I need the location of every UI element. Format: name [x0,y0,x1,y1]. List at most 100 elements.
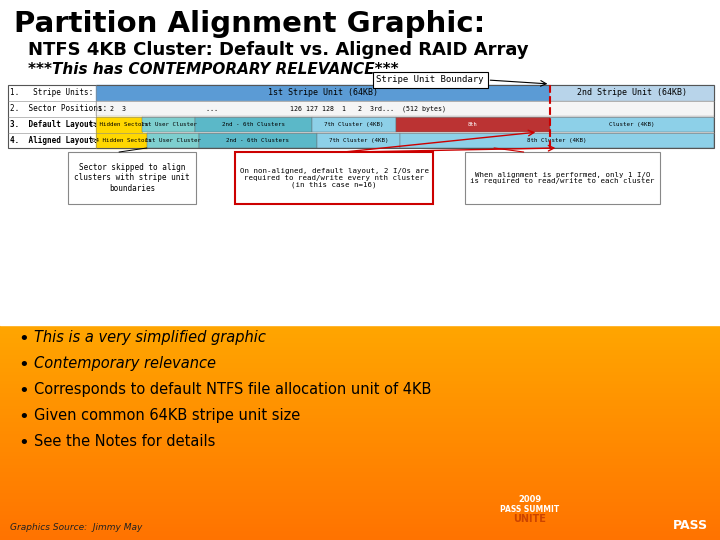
Text: Cluster (4KB): Cluster (4KB) [609,122,655,127]
Text: NTFS 4KB Cluster: Default vs. Aligned RAID Array: NTFS 4KB Cluster: Default vs. Aligned RA… [28,41,528,59]
Text: Contemporary relevance: Contemporary relevance [34,356,216,371]
Bar [0,515,720,517]
Bar [0,352,720,354]
Bar [96,85,550,100]
Bar [0,355,720,357]
Bar [0,536,720,538]
Text: 2nd - 6th Clusters: 2nd - 6th Clusters [222,122,285,127]
Bar [0,455,720,457]
Bar [0,364,720,366]
Bar [0,481,720,483]
Bar [96,101,714,116]
Bar [0,498,720,501]
Text: •: • [18,408,29,426]
Bar [0,466,720,468]
Bar [0,337,720,339]
Bar [0,464,720,467]
Bar [0,394,720,397]
Bar [199,133,317,148]
Bar [0,468,720,470]
Bar [0,520,720,522]
Bar [0,437,720,440]
Text: 64 Hidden Sectors: 64 Hidden Sectors [91,138,151,143]
Text: 1st User Cluster: 1st User Cluster [140,122,197,127]
Bar [0,516,720,518]
Bar [235,152,433,204]
Text: PASS SUMMIT: PASS SUMMIT [500,505,559,515]
Bar [147,133,199,148]
Bar [0,375,720,377]
Bar [0,495,720,497]
Text: 1.   Stripe Units:: 1. Stripe Units: [10,88,94,97]
Bar [0,488,720,490]
Text: 4.  Aligned Layout:: 4. Aligned Layout: [10,136,98,145]
Text: UNITE: UNITE [513,514,546,524]
Bar [0,529,720,531]
Text: This is a very simplified graphic: This is a very simplified graphic [34,330,266,345]
Bar [0,428,720,431]
Text: 8th Cluster (4KB): 8th Cluster (4KB) [527,138,587,143]
Text: 1st User Cluster: 1st User Cluster [145,138,201,143]
Bar [0,393,720,395]
Bar [0,502,720,504]
Bar [0,346,720,348]
Text: Given common 64KB stripe unit size: Given common 64KB stripe unit size [34,408,300,423]
Bar [0,512,720,515]
Bar [0,530,720,533]
Text: 2.  Sector Positions:: 2. Sector Positions: [10,104,107,113]
Bar [0,478,720,481]
Bar [0,383,720,386]
Text: PASS: PASS [673,519,708,532]
Text: Partition Alignment Graphic:: Partition Alignment Graphic: [14,10,485,38]
Bar [0,504,720,506]
Bar [0,444,720,447]
Bar [0,359,720,361]
Bar [0,403,720,406]
Bar [143,117,195,132]
Bar [0,391,720,393]
Text: •: • [18,382,29,400]
Bar [0,413,720,415]
Bar [0,454,720,456]
Bar [0,507,720,510]
Bar [0,342,720,345]
Bar [0,326,720,328]
Bar [0,369,720,372]
Bar [0,441,720,443]
Bar [0,362,720,365]
Text: 7th Cluster (4KB): 7th Cluster (4KB) [328,138,388,143]
Bar [0,339,720,341]
Bar [550,117,714,132]
Bar [0,477,720,479]
Bar [0,534,720,536]
Bar [0,348,720,350]
Bar [312,117,396,132]
Bar [0,439,720,442]
Bar [0,341,720,343]
Bar [0,425,720,427]
Bar [0,538,720,540]
Bar [0,450,720,452]
Bar [0,396,720,399]
Text: 2nd Stripe Unit (64KB): 2nd Stripe Unit (64KB) [577,88,687,97]
Text: •: • [18,330,29,348]
Bar [0,420,720,422]
Text: 1  2  3                    ...                  126 127 128  1   2  3rd...  (512: 1 2 3 ... 126 127 128 1 2 3rd... (512 [98,105,446,112]
Bar [0,335,720,338]
Text: 1st Stripe Unit (64KB): 1st Stripe Unit (64KB) [268,88,378,97]
Bar [0,378,720,381]
Bar [0,434,720,436]
Bar [550,85,714,100]
Bar [0,416,720,418]
Bar [0,328,720,330]
Bar [0,423,720,426]
Bar [0,486,720,488]
Bar [0,366,720,368]
Text: Sector skipped to align
clusters with stripe unit
boundaries: Sector skipped to align clusters with st… [74,163,190,193]
Text: •: • [18,434,29,452]
Bar [0,402,720,404]
Text: When alignment is performed, only 1 I/O
is required to read/write to each cluste: When alignment is performed, only 1 I/O … [470,172,654,185]
Bar [0,389,720,392]
Bar [0,461,720,463]
Bar [0,357,720,359]
